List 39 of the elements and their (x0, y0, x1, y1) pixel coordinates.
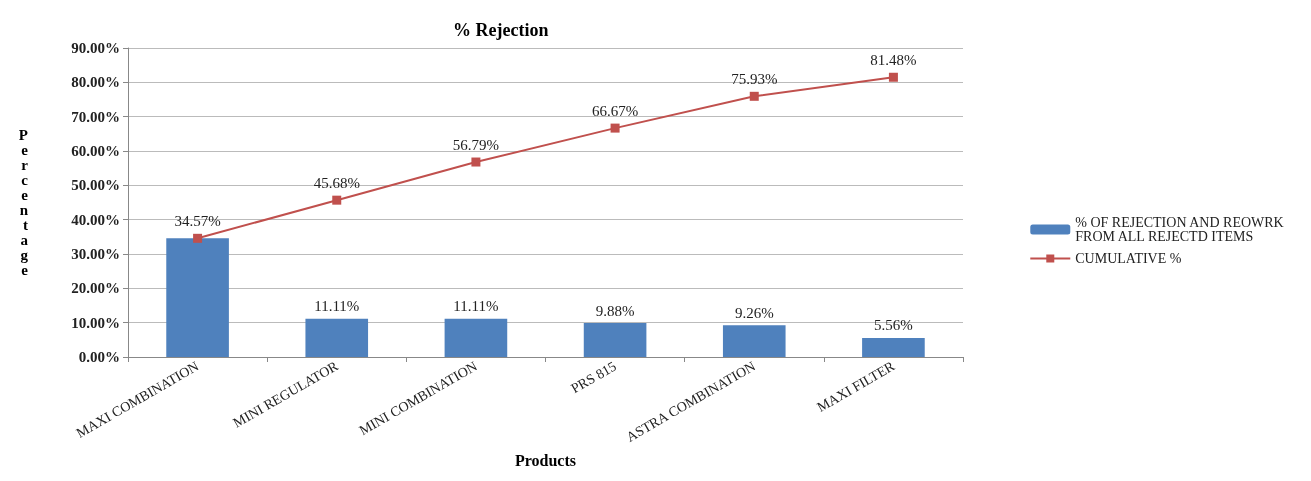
data-label: 45.68% (313, 175, 360, 192)
bar (166, 238, 229, 357)
point (888, 72, 898, 82)
text: Percentage (18, 127, 28, 278)
y-tick-label: 80.00% (71, 74, 120, 91)
data-label: 11.11% (453, 298, 499, 315)
y-tick-label: 60.00% (71, 143, 120, 159)
data-label: 5.56% (874, 317, 913, 334)
data-label: 11.11% (314, 298, 360, 315)
point (610, 123, 620, 133)
data-label: 9.88% (595, 302, 635, 319)
y-tick-label: 50.00% (71, 177, 120, 194)
y-tick-label: 20.00% (71, 280, 120, 297)
legend-label: CUMULATIVE % (1075, 251, 1182, 266)
bar (305, 318, 369, 357)
data-label: 81.48% (870, 52, 917, 69)
y-tick-label: 10.00% (71, 314, 120, 331)
point (749, 91, 759, 101)
data-label: 75.93% (731, 71, 778, 88)
y-tick-label: 0.00% (78, 349, 120, 365)
point (193, 233, 203, 243)
x-tick-label: PRS 815 (568, 358, 619, 397)
data-label: 9.26% (734, 304, 774, 321)
data-label: 34.57% (174, 213, 221, 230)
bar (583, 323, 647, 357)
point (332, 195, 342, 205)
chart-title: % Rejection (453, 20, 549, 40)
point (471, 157, 481, 167)
x-axis-title: Products (514, 451, 577, 469)
bar (862, 337, 925, 357)
data-label: 66.67% (591, 103, 639, 120)
bar (444, 318, 508, 357)
legend-label: % OF REJECTION AND REOWRK FROM ALL REJECTD ITEMS (1075, 215, 1288, 244)
y-tick-label: 40.00% (71, 211, 120, 228)
y-tick-label: 90.00% (71, 40, 120, 56)
y-tick-label: 30.00% (71, 246, 120, 262)
y-tick-label: 70.00% (71, 108, 120, 125)
data-label: 56.79% (452, 137, 500, 154)
bar (722, 325, 786, 357)
